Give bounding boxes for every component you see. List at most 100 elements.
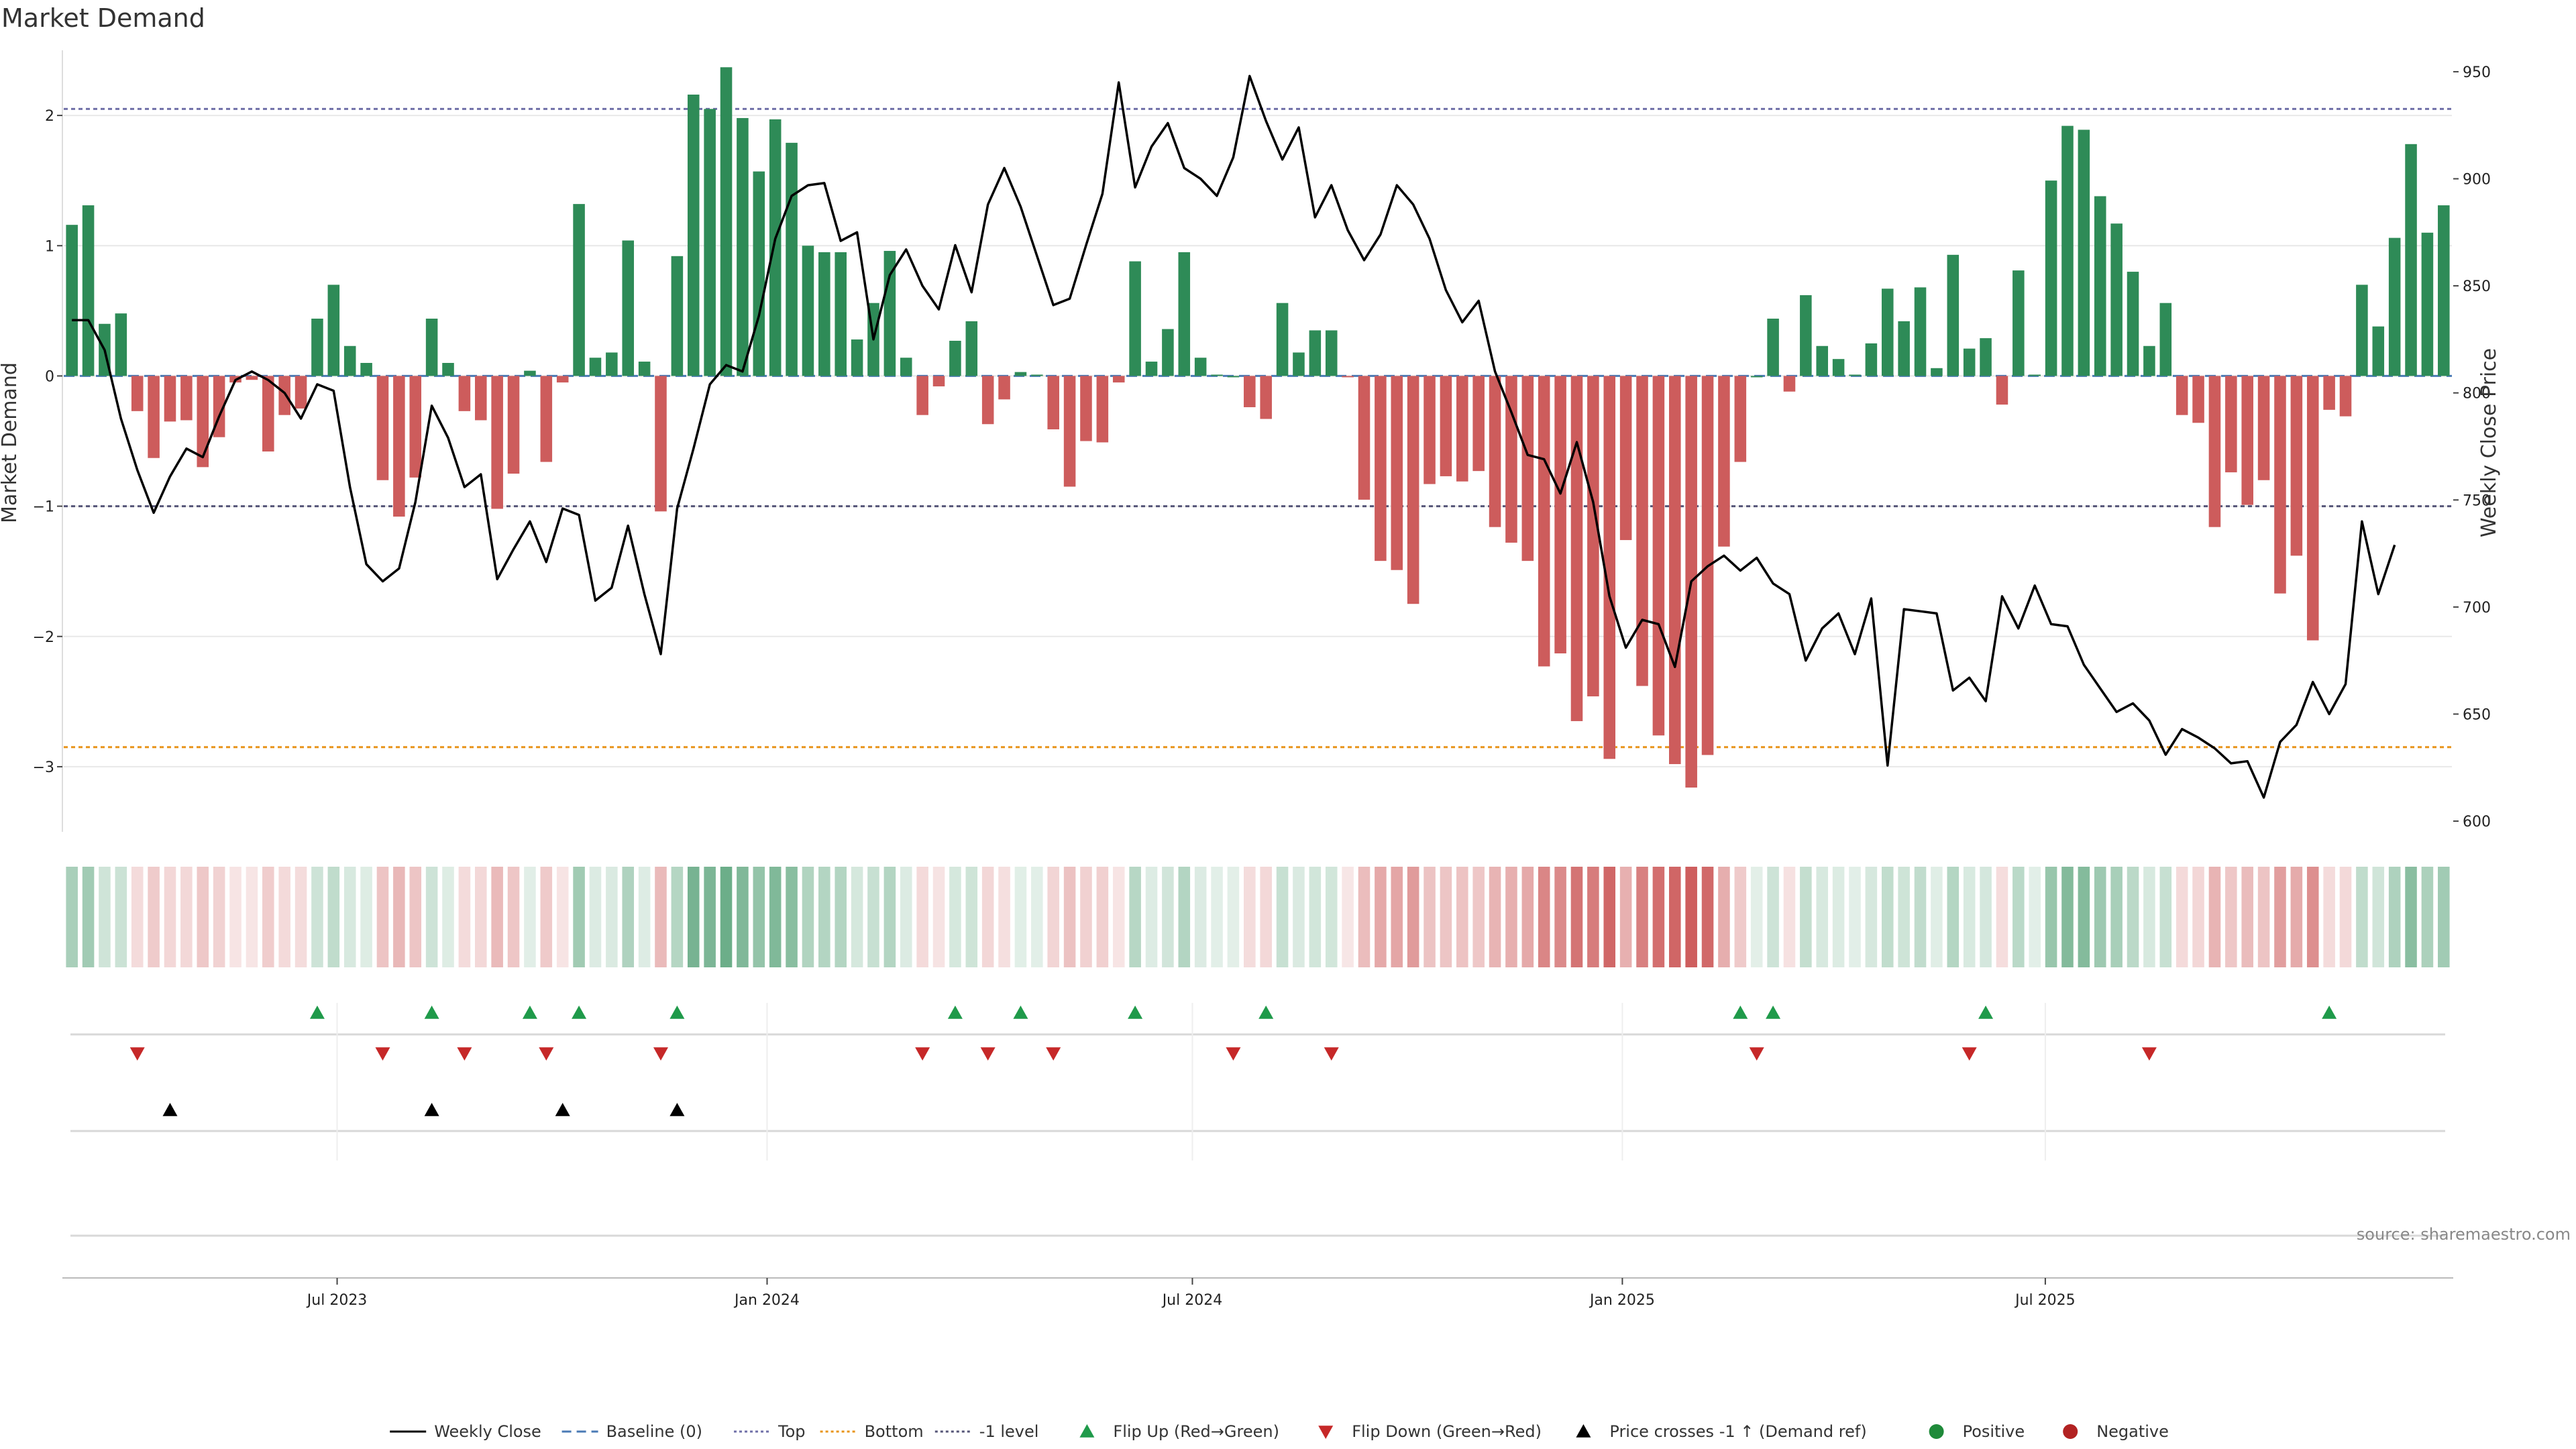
demand-bar xyxy=(2372,326,2385,376)
demand-bar xyxy=(2388,237,2401,376)
heat-cell xyxy=(2029,867,2041,967)
flip-down-marker xyxy=(457,1047,472,1061)
demand-bar xyxy=(1063,376,1076,487)
heat-cell xyxy=(2241,867,2253,967)
heat-cell xyxy=(1260,867,1272,967)
flip-down-marker xyxy=(1962,1047,1977,1061)
heat-cell xyxy=(932,867,945,967)
demand-bar xyxy=(965,321,978,376)
heat-cell xyxy=(197,867,209,967)
demand-bar xyxy=(425,318,438,376)
heat-cell xyxy=(131,867,144,967)
demand-bar xyxy=(1407,376,1419,604)
heat-cell xyxy=(2012,867,2025,967)
demand-bar xyxy=(1718,376,1730,547)
heat-cell xyxy=(1865,867,1878,967)
heat-cell xyxy=(2208,867,2221,967)
demand-bar xyxy=(1080,376,1092,441)
heat-cell xyxy=(1603,867,1616,967)
heat-cell xyxy=(294,867,307,967)
source-note: source: sharemaestro.com xyxy=(2357,1225,2571,1244)
heat-cell xyxy=(2372,867,2385,967)
flip-down-marker xyxy=(1324,1047,1339,1061)
heat-cell xyxy=(507,867,520,967)
legend-label: Bottom xyxy=(865,1422,924,1441)
heat-cell xyxy=(720,867,733,967)
heat-cell xyxy=(1800,867,1812,967)
demand-bar xyxy=(1342,376,1354,378)
price-cross-marker xyxy=(424,1103,439,1116)
demand-bar xyxy=(687,95,700,376)
heat-cell xyxy=(2306,867,2319,967)
price-cross-marker xyxy=(555,1103,570,1116)
demand-bar xyxy=(1309,330,1322,376)
heat-cell xyxy=(1096,867,1109,967)
demand-bar xyxy=(1489,376,1501,527)
demand-bar xyxy=(2012,270,2025,376)
heat-cell xyxy=(1931,867,1943,967)
demand-bar xyxy=(1472,376,1485,472)
heat-cell xyxy=(148,867,160,967)
heat-cell xyxy=(1276,867,1289,967)
demand-bar xyxy=(1194,358,1207,376)
demand-bar xyxy=(1947,254,1960,376)
heat-cell xyxy=(343,867,356,967)
demand-bar xyxy=(737,117,749,376)
legend-label: Flip Up (Red→Green) xyxy=(1113,1422,1279,1441)
demand-bar xyxy=(2208,376,2221,527)
heat-cell xyxy=(2176,867,2188,967)
demand-bar xyxy=(115,313,127,376)
flip-down-marker xyxy=(2141,1047,2157,1061)
heat-cell xyxy=(949,867,961,967)
heat-cell xyxy=(1767,867,1779,967)
heat-cell xyxy=(327,867,340,967)
right-tick-label: 650 xyxy=(2463,706,2491,723)
heat-cell xyxy=(606,867,618,967)
heat-cell xyxy=(262,867,274,967)
x-tick-label: Jul 2024 xyxy=(1161,1292,1223,1309)
legend-label: -1 level xyxy=(979,1422,1039,1441)
flip-down-marker xyxy=(375,1047,390,1061)
left-y-axis: 2 1 0 −1 −2 −3 xyxy=(33,108,62,776)
legend-label: Price crosses -1 ↑ (Demand ref) xyxy=(1609,1422,1866,1441)
heat-cell xyxy=(1914,867,1927,967)
demand-bar xyxy=(1570,376,1583,721)
demand-bar xyxy=(246,376,258,380)
heat-cell xyxy=(1570,867,1583,967)
heat-cell xyxy=(1587,867,1599,967)
heat-cell xyxy=(1832,867,1845,967)
demand-bar xyxy=(1914,287,1927,376)
demand-bar xyxy=(2274,376,2286,594)
heat-cell xyxy=(1325,867,1338,967)
demand-bar xyxy=(1636,376,1648,686)
demand-bar xyxy=(1047,376,1059,430)
demand-bar xyxy=(82,205,95,376)
demand-bar xyxy=(1112,376,1125,383)
heat-cell xyxy=(818,867,830,967)
heat-cell xyxy=(246,867,258,967)
heat-cell xyxy=(1244,867,1256,967)
right-tick-label: 750 xyxy=(2463,492,2491,509)
heat-cell xyxy=(213,867,225,967)
heat-cell xyxy=(1211,867,1223,967)
demand-bar xyxy=(916,376,928,415)
heat-cell xyxy=(883,867,896,967)
heat-cell xyxy=(769,867,782,967)
heat-cell xyxy=(998,867,1010,967)
x-tick-label: Jan 2025 xyxy=(1589,1292,1655,1309)
demand-bar xyxy=(1260,376,1272,419)
heat-cell xyxy=(1309,867,1322,967)
demand-bar xyxy=(360,363,372,376)
heat-cell xyxy=(655,867,667,967)
demand-bar xyxy=(1800,295,1812,376)
heat-cell xyxy=(1619,867,1632,967)
heat-cell xyxy=(1685,867,1697,967)
heat-cell xyxy=(1718,867,1730,967)
heat-cell xyxy=(1636,867,1648,967)
heat-cell xyxy=(589,867,602,967)
heat-cell xyxy=(1783,867,1796,967)
legend-label: Weekly Close xyxy=(434,1422,541,1441)
flip-up-marker xyxy=(572,1006,587,1019)
demand-bar xyxy=(753,171,765,376)
